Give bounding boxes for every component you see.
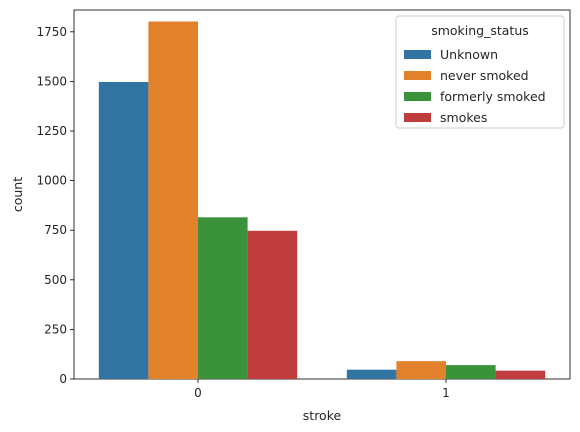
legend-entry-label: smokes — [440, 110, 487, 125]
legend-frame — [395, 15, 565, 129]
legend-items: Unknown never smoked formerly smoked smokes — [404, 47, 546, 125]
bar-Unknown-0 — [98, 82, 149, 379]
legend: smoking_status Unknown never smoked former… — [395, 15, 565, 129]
legend-swatch — [404, 113, 431, 122]
x-tick-label: 0 — [194, 386, 202, 400]
legend-title: smoking_status — [431, 23, 529, 38]
y-tick-label: 1250 — [36, 124, 67, 138]
bar-Unknown-1 — [346, 369, 397, 379]
legend-swatch — [404, 92, 431, 101]
x-tick-label: 1 — [442, 386, 450, 400]
y-tick-label: 750 — [44, 223, 67, 237]
legend-entry-label: Unknown — [440, 47, 498, 62]
x-axis-label: stroke — [303, 408, 342, 423]
legend-entry-label: never smoked — [440, 68, 529, 83]
bar-smokes-0 — [247, 230, 298, 379]
legend-entry-label: formerly smoked — [440, 89, 546, 104]
bar-formerly-smoked-1 — [446, 365, 496, 379]
bar-formerly-smoked-0 — [198, 217, 248, 379]
y-tick-label: 1000 — [36, 174, 67, 188]
y-tick-label: 500 — [44, 273, 67, 287]
axes-frame — [73, 9, 571, 380]
bars — [98, 21, 546, 380]
y-tick-label: 250 — [44, 322, 67, 336]
axes — [73, 9, 571, 380]
legend-swatch — [404, 71, 431, 80]
y-axis-label: count — [10, 177, 25, 212]
y-tick-label: 1750 — [36, 25, 67, 39]
y-tick-label: 1500 — [36, 74, 67, 88]
ticks: 0 250 500 750 1000 1250 1500 1750 0 1 — [36, 25, 449, 400]
legend-swatch — [404, 50, 431, 59]
bar-never-smoked-1 — [396, 361, 446, 379]
y-tick-label: 0 — [59, 372, 67, 386]
bar-smokes-1 — [495, 370, 546, 379]
bar-never-smoked-0 — [148, 21, 198, 380]
